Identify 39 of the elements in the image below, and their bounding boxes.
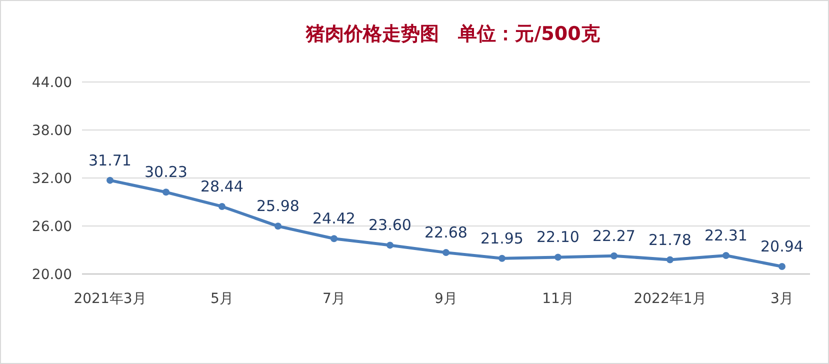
x-tick-label: 11月 [542,291,574,307]
data-label: 24.42 [312,210,356,228]
data-label: 28.44 [200,177,244,196]
data-label: 21.95 [480,229,524,248]
data-label: 21.78 [648,230,692,249]
data-label: 25.98 [256,197,300,216]
data-label: 31.71 [88,151,132,170]
point [218,202,226,210]
point [778,262,786,270]
point [666,256,674,264]
data-label: 22.27 [592,226,636,245]
data-label: 22.68 [424,224,468,242]
y-tick-label: 38.00 [32,123,72,139]
point [498,254,506,262]
x-tick-label: 9月 [434,291,458,307]
point [386,242,394,249]
data-label: 22.10 [536,228,580,246]
point [162,188,170,196]
x-tick-label: 3月 [770,291,794,307]
data-label: 23.60 [368,216,412,234]
y-tick-label: 26.00 [32,219,72,235]
point [610,252,618,260]
x-tick-label: 2021年3月 [74,291,146,307]
data-label: 22.31 [704,226,748,245]
data-label: 20.94 [760,237,804,256]
point [554,254,562,261]
x-tick-label: 5月 [210,291,234,307]
x-tick-label: 2022年1月 [634,291,706,307]
chart-title: 猪肉价格走势图 单位：元/500克 [305,23,600,45]
y-tick-label: 20.00 [32,267,72,283]
point [330,235,338,242]
data-label: 30.23 [144,163,188,182]
point [722,252,730,260]
point [106,176,114,184]
y-tick-label: 32.00 [32,171,72,187]
point [442,249,450,256]
x-tick-label: 7月 [322,291,346,307]
y-tick-label: 44.00 [32,75,72,91]
point [274,222,282,230]
